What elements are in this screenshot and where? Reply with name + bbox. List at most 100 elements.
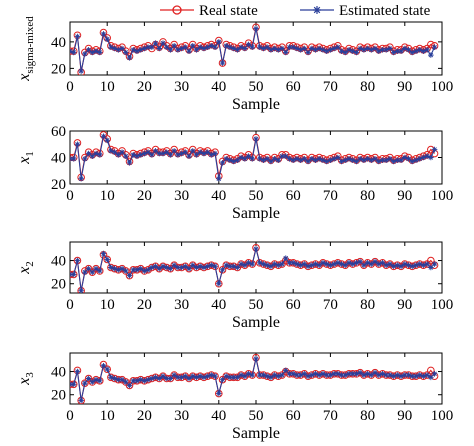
estimated-state-point <box>197 373 203 379</box>
x-tick-label: 20 <box>137 188 152 204</box>
estimated-state-point <box>93 376 99 383</box>
estimated-state-point <box>331 261 337 267</box>
y-tick-label: 20 <box>51 388 66 404</box>
estimated-state-point <box>115 152 122 158</box>
estimated-state-point <box>167 375 174 382</box>
estimated-state-point <box>320 157 326 163</box>
estimated-state-point <box>301 261 308 267</box>
estimated-state-point <box>193 47 200 53</box>
estimated-state-point <box>431 261 438 267</box>
estimated-state-point <box>130 378 137 384</box>
estimated-state-point <box>256 372 263 378</box>
estimated-state-point <box>219 267 226 273</box>
estimated-state-point <box>275 373 282 379</box>
estimated-state-point <box>312 157 319 163</box>
x-tick-label: 70 <box>323 297 338 313</box>
estimated-state-point <box>245 153 252 159</box>
estimated-state-point <box>286 156 293 162</box>
x-tick-label: 100 <box>431 188 454 204</box>
x-tick-label: 40 <box>211 188 226 204</box>
series-estimated-state <box>70 356 438 404</box>
estimated-state-point <box>230 45 237 52</box>
estimated-state-point <box>149 152 155 158</box>
estimated-state-point <box>212 373 218 379</box>
estimated-state-point <box>249 372 256 378</box>
real-state-point <box>103 255 111 264</box>
estimated-state-point <box>78 175 84 182</box>
estimated-state-point <box>100 362 107 369</box>
x-tick-label: 10 <box>100 297 115 313</box>
x-tick-label: 0 <box>66 188 74 204</box>
estimated-state-point <box>375 372 382 378</box>
estimated-state-point <box>383 262 389 268</box>
estimated-state-point <box>327 262 334 268</box>
estimated-state-point <box>227 263 233 270</box>
estimated-state-point <box>256 260 263 266</box>
x-tick-label: 60 <box>286 79 301 95</box>
estimated-state-point <box>123 268 129 274</box>
estimated-state-point <box>297 157 304 163</box>
estimated-state-point <box>379 371 386 377</box>
estimated-state-point <box>134 378 140 384</box>
estimated-state-point <box>282 153 289 159</box>
estimated-state-point <box>152 263 159 270</box>
series-estimated-state <box>70 246 438 293</box>
estimated-state-point <box>126 272 133 279</box>
estimated-state-point <box>260 261 267 267</box>
x-tick-label: 0 <box>66 297 74 313</box>
estimated-state-point <box>264 373 270 379</box>
x-tick-label: 100 <box>431 297 454 313</box>
x-tick-label: 60 <box>286 408 301 424</box>
estimated-state-point <box>201 150 207 157</box>
estimated-state-point <box>208 262 215 268</box>
estimated-state-point <box>100 250 107 257</box>
real-state-point <box>427 366 435 375</box>
estimated-state-point <box>175 47 181 53</box>
estimated-state-point <box>316 372 323 378</box>
estimated-state-point <box>238 261 244 267</box>
estimated-state-point <box>394 48 401 54</box>
estimated-state-point <box>85 150 92 157</box>
estimated-state-point <box>294 372 300 378</box>
estimated-state-point <box>413 373 419 379</box>
estimated-state-point <box>245 41 252 48</box>
estimated-state-point <box>309 45 315 52</box>
estimated-state-point <box>249 156 256 162</box>
estimated-state-point <box>402 261 408 267</box>
estimated-state-point <box>130 267 137 273</box>
estimated-state-point <box>193 264 200 271</box>
estimated-state-point <box>264 44 270 50</box>
estimated-state-point <box>282 367 289 374</box>
estimated-state-point <box>212 44 218 50</box>
estimated-state-point <box>387 261 393 267</box>
estimated-state-point <box>320 371 326 377</box>
estimated-state-point <box>219 376 226 383</box>
real-state-point <box>125 271 134 280</box>
x-tick-label: 50 <box>249 297 264 313</box>
estimated-state-point <box>182 373 189 379</box>
estimated-state-point <box>282 255 289 262</box>
estimated-state-point <box>256 156 263 162</box>
estimated-state-point <box>212 150 218 157</box>
estimated-state-point <box>70 381 77 388</box>
estimated-state-point <box>242 262 248 268</box>
estimated-state-point <box>398 157 404 163</box>
estimated-state-point <box>216 175 222 182</box>
estimated-state-point <box>178 264 185 271</box>
estimated-state-point <box>424 47 430 53</box>
estimated-state-point <box>260 372 267 378</box>
estimated-state-point <box>152 374 159 381</box>
estimated-state-point <box>413 48 419 54</box>
estimated-state-point <box>175 264 181 271</box>
estimated-state-point <box>294 45 300 52</box>
x-tick-label: 0 <box>66 79 74 95</box>
estimated-state-point <box>160 373 166 379</box>
legend-estimated-label: Estimated state <box>339 3 431 19</box>
estimated-state-point <box>163 375 170 382</box>
subplot-1: 0 10 20 30 40 50 60 70 80 90 100 20 40 Sample xsigma-m… <box>16 16 453 113</box>
estimated-state-point <box>338 372 345 378</box>
estimated-state-point <box>271 45 278 52</box>
estimated-state-point <box>323 158 330 165</box>
estimated-state-point <box>297 372 304 378</box>
